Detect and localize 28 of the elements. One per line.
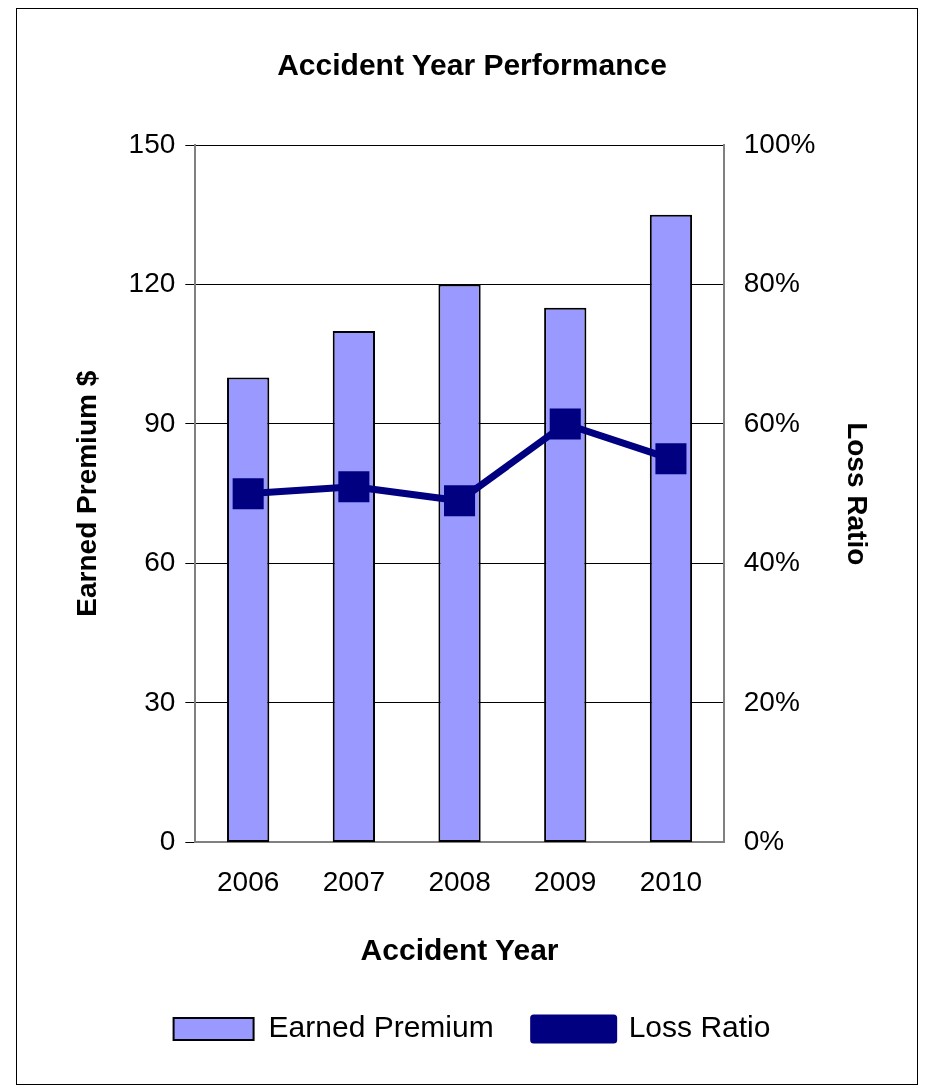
y2-tick-label: 100% (743, 127, 816, 159)
y-tick-label: 30 (144, 685, 176, 717)
y2-tick-label: 40% (743, 546, 800, 578)
y-tick-label: 0 (159, 825, 176, 857)
y-tick-label: 120 (128, 267, 176, 299)
y-tick-label: 60 (144, 546, 176, 578)
x-tick-label: 2010 (639, 865, 703, 897)
y2-tick-label: 80% (743, 267, 800, 299)
y-axis-title: Earned Premium $ (70, 370, 102, 617)
x-tick-label: 2007 (322, 865, 386, 897)
y2-tick-label: 20% (743, 685, 800, 717)
x-axis-title: Accident Year (360, 933, 559, 967)
chart-title: Accident Year Performance (277, 48, 667, 82)
y2-tick-label: 60% (743, 406, 800, 438)
point (444, 485, 476, 517)
y2-tick-label: 0% (743, 825, 785, 857)
point (232, 478, 264, 510)
x-tick-label: 2009 (534, 865, 597, 897)
point (338, 471, 370, 503)
y-tick-label: 150 (128, 127, 176, 159)
y-tick-label: 90 (144, 406, 176, 438)
x-tick-label: 2006 (217, 865, 280, 897)
y2-axis-title: Loss Ratio (842, 422, 874, 566)
point (549, 408, 581, 440)
legend-label: Loss Ratio (628, 1010, 771, 1044)
x-tick-label: 2008 (428, 865, 491, 897)
legend-label: Earned Premium (268, 1010, 494, 1044)
point (655, 443, 687, 475)
